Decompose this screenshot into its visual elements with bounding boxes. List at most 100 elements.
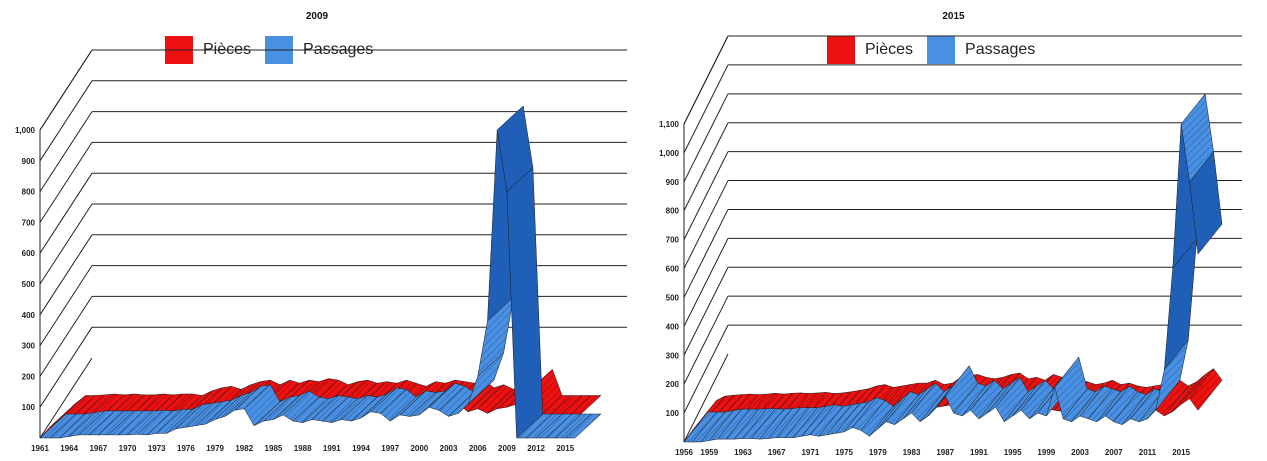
x-tick-label: 1975 (835, 448, 853, 457)
x-tick-label: 2009 (498, 444, 516, 453)
gridline (39, 111, 627, 192)
gridline (39, 141, 627, 223)
y-tick-labels: 100 200 300 400 500 600 700 800 900 1,000 (15, 126, 36, 412)
chart-panel-2009: 2009 Pièces Passages 100 200 300 400 500 600 7… (15, 11, 627, 453)
y-tick-label: 300 (22, 342, 36, 351)
x-tick-label: 1964 (60, 444, 78, 453)
chart-title: 2009 (305, 11, 329, 22)
x-tick-label: 1985 (265, 444, 283, 453)
chart-plot-area: 100 200 300 400 500 600 700 800 900 1,000 1,100 195… (659, 35, 1242, 457)
y-tick-label: 900 (22, 157, 36, 166)
legend-label-passages: Passages (965, 41, 1036, 58)
x-tick-label: 2007 (1105, 448, 1123, 457)
x-tick-label: 1956 (675, 448, 693, 457)
x-tick-label: 1982 (235, 444, 253, 453)
x-tick-label: 2015 (1172, 448, 1190, 457)
y-tick-labels: 100 200 300 400 500 600 700 800 900 1,000 1,100 (659, 120, 680, 418)
y-tick-label: 700 (22, 218, 36, 227)
legend-swatch-pieces (827, 36, 855, 64)
x-tick-label: 1979 (869, 448, 887, 457)
x-tick-label: 1961 (31, 444, 49, 453)
legend-item-passages: Passages (927, 36, 1035, 64)
x-tick-label: 2011 (1139, 448, 1157, 457)
x-tick-labels: 1961 1964 1967 1970 1973 1976 1979 1982 1985 1988… (31, 444, 575, 453)
chart-panel-2015: 2015 Pièces Passages 100 200 300 400 500 600 7… (640, 0, 1267, 461)
x-tick-label: 2012 (527, 444, 545, 453)
y-tick-label: 100 (666, 409, 680, 418)
y-tick-label: 1,000 (15, 126, 36, 135)
series-segment (564, 413, 602, 439)
legend-swatch-passages (927, 36, 956, 64)
y-tick-label: 800 (22, 188, 36, 197)
gridline (683, 266, 1242, 356)
gridline (39, 80, 627, 162)
x-tick-label: 1999 (1037, 448, 1055, 457)
x-tick-label: 2003 (440, 444, 458, 453)
gridline (683, 208, 1242, 298)
y-tick-label: 400 (666, 322, 680, 331)
y-tick-label: 600 (666, 265, 680, 274)
gridline (683, 295, 1242, 385)
x-tick-label: 1991 (970, 448, 988, 457)
x-tick-label: 1987 (936, 448, 954, 457)
y-tick-label: 1,000 (659, 149, 680, 158)
gridline (39, 172, 627, 254)
chart-legend: Pièces Passages (827, 36, 1049, 64)
axis-top-edge (39, 49, 93, 131)
y-tick-label: 600 (22, 249, 36, 258)
chart-title: 2015 (942, 11, 965, 22)
x-tick-label: 1983 (903, 448, 921, 457)
gridline (39, 234, 627, 316)
y-tick-label: 400 (22, 311, 36, 320)
x-tick-label: 2006 (469, 444, 487, 453)
x-tick-label: 1995 (1004, 448, 1022, 457)
x-tick-label: 1979 (206, 444, 224, 453)
gridline (683, 93, 1242, 183)
series-segment (1189, 151, 1223, 255)
y-tick-label: 1,100 (659, 120, 680, 129)
x-tick-label: 1997 (381, 444, 399, 453)
gridline (39, 265, 627, 346)
x-tick-label: 1994 (352, 444, 370, 453)
x-tick-label: 2000 (410, 444, 428, 453)
y-tick-label: 500 (22, 280, 36, 289)
x-tick-label: 1967 (89, 444, 107, 453)
x-tick-label: 1991 (323, 444, 341, 453)
gridline (683, 324, 1242, 414)
gridline (683, 180, 1242, 269)
legend-label-pieces: Pièces (865, 41, 914, 58)
x-tick-label: 1976 (177, 444, 195, 453)
x-tick-label: 1971 (801, 448, 819, 457)
x-tick-label: 2015 (556, 444, 574, 453)
y-tick-label: 200 (666, 380, 680, 389)
x-tick-labels: 1956 1959 1963 1967 1971 1975 1979 1983 1987 1991… (675, 448, 1190, 457)
y-tick-label: 700 (666, 236, 680, 245)
gridlines (683, 35, 1242, 414)
y-tick-label: 300 (666, 351, 680, 360)
x-tick-label: 1970 (119, 444, 137, 453)
chart-plot-area: 100 200 300 400 500 600 700 800 900 1,000 1961 1964… (15, 49, 627, 453)
x-tick-label: 1967 (768, 448, 786, 457)
y-tick-label: 100 (22, 403, 36, 412)
series-segment (1189, 368, 1223, 411)
series-passages (39, 105, 602, 439)
series-passages (683, 93, 1223, 443)
x-tick-label: 1988 (294, 444, 312, 453)
floor-edge (683, 353, 729, 443)
x-tick-label: 1973 (148, 444, 166, 453)
axis-top-edge (683, 35, 729, 125)
x-tick-label: 1959 (700, 448, 718, 457)
y-tick-label: 800 (666, 207, 680, 216)
gridline (683, 64, 1242, 154)
y-tick-label: 500 (666, 293, 680, 302)
legend-item-pieces: Pièces (827, 36, 913, 64)
y-tick-label: 200 (22, 372, 36, 381)
y-tick-label: 900 (666, 178, 680, 187)
x-tick-label: 1963 (734, 448, 752, 457)
x-tick-label: 2003 (1071, 448, 1089, 457)
gridline (683, 237, 1242, 327)
gridline (683, 151, 1242, 240)
gridline (683, 122, 1242, 211)
floor-edge (39, 357, 93, 439)
gridline (39, 203, 627, 285)
